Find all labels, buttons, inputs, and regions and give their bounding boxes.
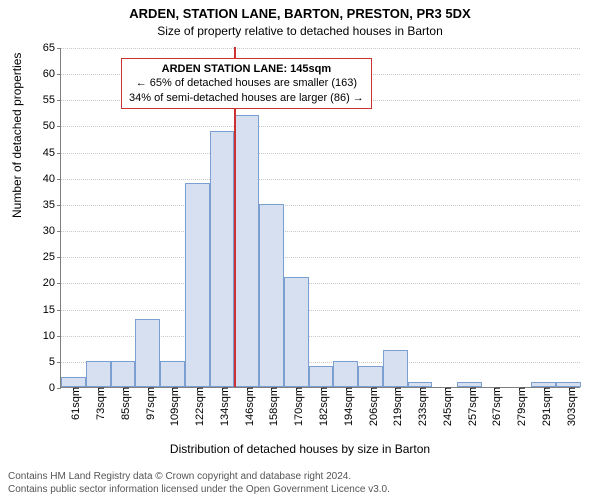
attribution-line: Contains public sector information licen… bbox=[8, 484, 390, 497]
ytick-label: 60 bbox=[43, 68, 61, 80]
xtick-label: 257sqm bbox=[461, 387, 479, 426]
histogram-bar bbox=[61, 377, 86, 387]
histogram-bar bbox=[160, 361, 185, 387]
attribution: Contains HM Land Registry data © Crown c… bbox=[8, 471, 390, 496]
chart-title-sub: Size of property relative to detached ho… bbox=[0, 24, 600, 38]
gridline bbox=[61, 310, 580, 311]
xtick-label: 219sqm bbox=[386, 387, 404, 426]
histogram-bar bbox=[358, 366, 383, 387]
gridline bbox=[61, 257, 580, 258]
xtick-label: 122sqm bbox=[188, 387, 206, 426]
histogram-bar bbox=[86, 361, 111, 387]
xtick-label: 303sqm bbox=[560, 387, 578, 426]
xtick-label: 134sqm bbox=[213, 387, 231, 426]
ytick-label: 20 bbox=[43, 277, 61, 289]
histogram-bar bbox=[210, 131, 235, 387]
chart-title-main: ARDEN, STATION LANE, BARTON, PRESTON, PR… bbox=[0, 6, 600, 21]
annotation-box: ARDEN STATION LANE: 145sqm← 65% of detac… bbox=[121, 58, 372, 109]
histogram-bar bbox=[333, 361, 358, 387]
histogram-bar bbox=[284, 277, 309, 387]
xtick-label: 73sqm bbox=[89, 387, 107, 420]
gridline bbox=[61, 205, 580, 206]
ytick-label: 0 bbox=[49, 382, 61, 394]
ytick-label: 30 bbox=[43, 225, 61, 237]
y-axis-label: Number of detached properties bbox=[10, 53, 24, 218]
xtick-label: 233sqm bbox=[411, 387, 429, 426]
chart-container: ARDEN, STATION LANE, BARTON, PRESTON, PR… bbox=[0, 0, 600, 500]
histogram-bar bbox=[309, 366, 334, 387]
xtick-label: 61sqm bbox=[64, 387, 82, 420]
histogram-bar bbox=[234, 115, 259, 387]
ytick-label: 35 bbox=[43, 199, 61, 211]
xtick-label: 245sqm bbox=[436, 387, 454, 426]
annotation-line: ARDEN STATION LANE: 145sqm bbox=[129, 62, 364, 76]
ytick-label: 15 bbox=[43, 304, 61, 316]
xtick-label: 97sqm bbox=[139, 387, 157, 420]
histogram-bar bbox=[135, 319, 160, 387]
annotation-line: 34% of semi-detached houses are larger (… bbox=[129, 91, 364, 105]
ytick-label: 25 bbox=[43, 251, 61, 263]
xtick-label: 279sqm bbox=[510, 387, 528, 426]
x-axis-label: Distribution of detached houses by size … bbox=[0, 442, 600, 456]
ytick-label: 45 bbox=[43, 147, 61, 159]
histogram-bar bbox=[383, 350, 408, 387]
ytick-label: 40 bbox=[43, 173, 61, 185]
xtick-label: 291sqm bbox=[535, 387, 553, 426]
xtick-label: 194sqm bbox=[337, 387, 355, 426]
histogram-bar bbox=[185, 183, 210, 387]
ytick-label: 10 bbox=[43, 330, 61, 342]
xtick-label: 170sqm bbox=[287, 387, 305, 426]
annotation-line: ← 65% of detached houses are smaller (16… bbox=[129, 76, 364, 90]
xtick-label: 206sqm bbox=[362, 387, 380, 426]
xtick-label: 182sqm bbox=[312, 387, 330, 426]
ytick-label: 65 bbox=[43, 42, 61, 54]
plot-area: 0510152025303540455055606561sqm73sqm85sq… bbox=[60, 48, 580, 388]
histogram-bar bbox=[111, 361, 136, 387]
xtick-label: 146sqm bbox=[238, 387, 256, 426]
gridline bbox=[61, 179, 580, 180]
xtick-label: 109sqm bbox=[163, 387, 181, 426]
xtick-label: 267sqm bbox=[485, 387, 503, 426]
gridline bbox=[61, 231, 580, 232]
gridline bbox=[61, 153, 580, 154]
xtick-label: 85sqm bbox=[114, 387, 132, 420]
gridline bbox=[61, 283, 580, 284]
attribution-line: Contains HM Land Registry data © Crown c… bbox=[8, 471, 390, 484]
histogram-bar bbox=[259, 204, 284, 387]
gridline bbox=[61, 48, 580, 49]
ytick-label: 5 bbox=[49, 356, 61, 368]
xtick-label: 158sqm bbox=[262, 387, 280, 426]
ytick-label: 50 bbox=[43, 120, 61, 132]
gridline bbox=[61, 126, 580, 127]
ytick-label: 55 bbox=[43, 94, 61, 106]
